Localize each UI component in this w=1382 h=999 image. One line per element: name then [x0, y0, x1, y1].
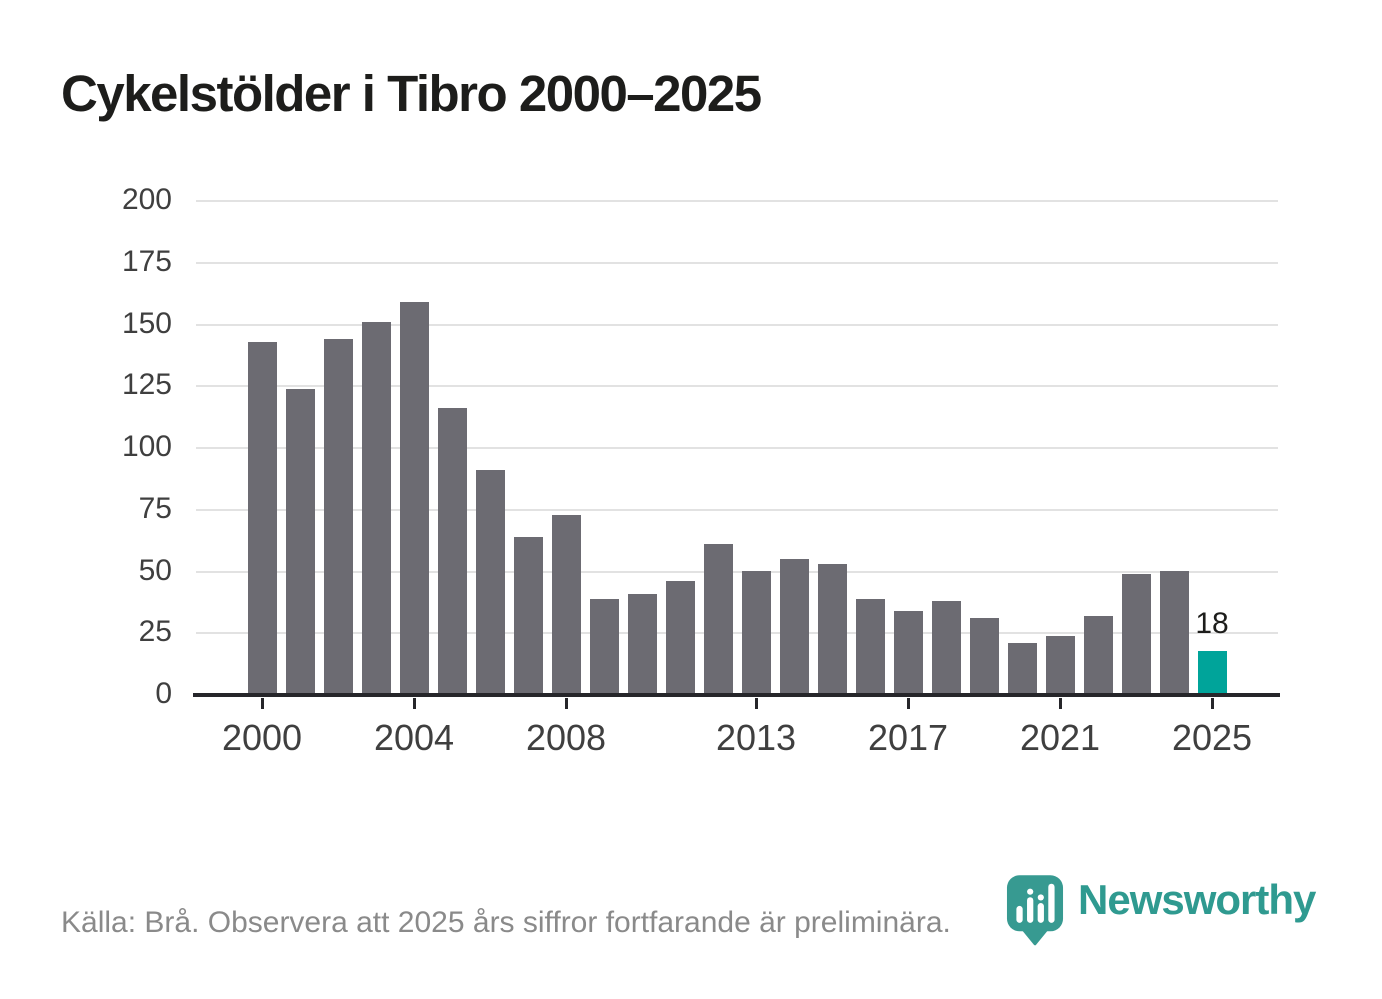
- gridline-200: [196, 200, 1278, 202]
- y-tick-label-0: 0: [155, 677, 172, 710]
- y-tick-label-200: 200: [121, 183, 172, 216]
- newsworthy-logo: Newsworthy: [1006, 874, 1316, 948]
- source-note: Källa: Brå. Observera att 2025 års siffr…: [61, 906, 951, 939]
- x-tick-label-2008: 2008: [525, 717, 607, 758]
- y-tick-label-175: 175: [121, 244, 172, 278]
- bar-2019: [969, 618, 999, 695]
- gridline-150: [196, 323, 1278, 326]
- bar-2005: [437, 408, 467, 695]
- x-tick-label-2025: 2025: [1171, 717, 1253, 758]
- x-tick-label-2017: 2017: [867, 717, 949, 758]
- bar-2014: [779, 559, 809, 695]
- gridline-175: [196, 261, 1278, 264]
- bar-2007: [513, 537, 543, 695]
- bar-2021: [1045, 636, 1075, 695]
- gridline-25: [196, 632, 1278, 635]
- x-tick-2004: [412, 698, 416, 709]
- bar-2013: [741, 571, 771, 695]
- x-tick-2013: [754, 698, 758, 709]
- y-tick-label-125: 125: [121, 368, 172, 402]
- x-tick-label-2013: 2013: [715, 717, 797, 758]
- chart-title: Cykelstölder i Tibro 2000–2025: [61, 65, 762, 122]
- bar-2009: [589, 599, 619, 695]
- gridline-125: [196, 385, 1278, 388]
- x-tick-2008: [564, 698, 568, 709]
- bar-2004: [399, 302, 429, 695]
- bar-2011: [665, 581, 695, 695]
- x-tick-2025: [1210, 698, 1214, 709]
- bar-2023: [1121, 574, 1151, 695]
- bar-2006: [475, 470, 505, 695]
- newsworthy-pin-bar-chart-icon: [1006, 875, 1064, 946]
- newsworthy-wordmark: Newsworthy: [1078, 876, 1316, 923]
- bar-2018: [931, 601, 961, 695]
- x-tick-label-2004: 2004: [373, 717, 455, 758]
- bar-2010: [627, 594, 657, 695]
- y-tick-label-75: 75: [138, 491, 172, 525]
- bar-2016: [855, 599, 885, 695]
- bar-2024: [1159, 571, 1189, 695]
- bar-2020: [1007, 643, 1037, 695]
- x-tick-2000: [260, 698, 264, 709]
- bar-2022: [1083, 616, 1113, 695]
- bar-chart-plot: 18 2000 2004 2008 2013 2017 2021 2025: [196, 200, 1278, 758]
- x-tick-2017: [906, 698, 910, 709]
- bar-2025: [1197, 651, 1227, 695]
- bar-2003: [361, 322, 391, 695]
- x-tick-label-2000: 2000: [221, 717, 303, 758]
- x-tick-label-2021: 2021: [1019, 717, 1101, 758]
- y-tick-label-150: 150: [121, 306, 172, 340]
- gridline-50: [196, 570, 1278, 573]
- x-tick-2021: [1058, 698, 1062, 709]
- x-axis-line: [193, 693, 1280, 697]
- bar-2012: [703, 544, 733, 695]
- y-tick-label-100: 100: [121, 430, 172, 463]
- y-tick-label-50: 50: [138, 553, 172, 587]
- bar-2000: [247, 342, 277, 695]
- bar-2008: [551, 515, 581, 695]
- gridline-100: [196, 447, 1278, 449]
- highlight-value-label: 18: [1195, 606, 1229, 640]
- bar-2017: [893, 611, 923, 695]
- y-tick-label-25: 25: [138, 615, 172, 649]
- bar-2002: [323, 339, 353, 695]
- bar-2001: [285, 389, 315, 695]
- bar-2015: [817, 564, 847, 695]
- gridline-75: [196, 508, 1278, 511]
